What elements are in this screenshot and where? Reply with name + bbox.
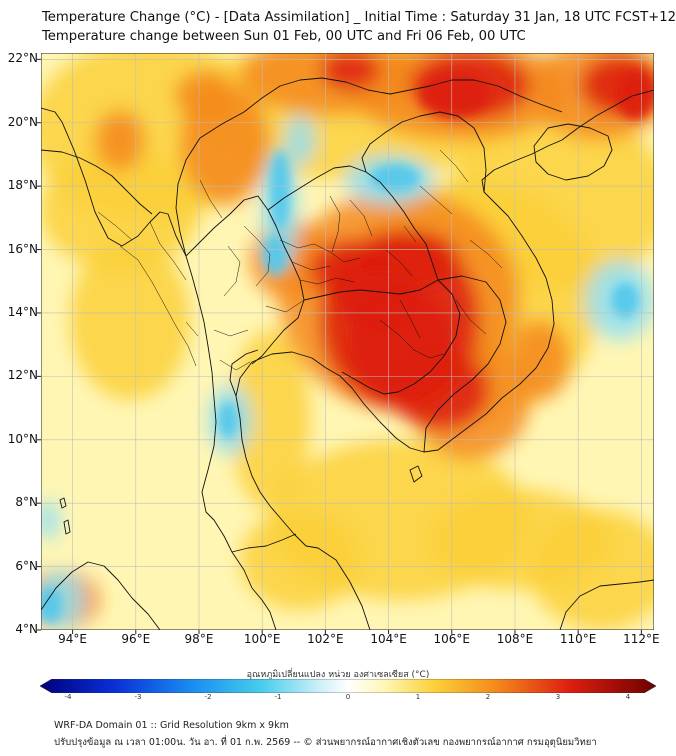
latitude-label: 18°N: [7, 178, 38, 193]
cambodia-vietnam-border: [423, 275, 507, 453]
longitude-label: 110°E: [559, 632, 597, 646]
latitude-label: 4°N: [15, 622, 38, 636]
coastline-mainland: [41, 107, 277, 630]
phu-quoc-island: [409, 465, 423, 483]
longitude-label: 96°E: [121, 632, 151, 646]
latitude-label: 22°N: [7, 51, 38, 66]
latitude-label: 8°N: [15, 495, 38, 510]
field-core: [611, 282, 639, 318]
field-patch: [41, 500, 60, 540]
longitude-label: 102°E: [307, 632, 344, 646]
colorbar: [40, 679, 656, 693]
colorbar-tick: -2: [204, 693, 212, 701]
field-core: [218, 402, 238, 438]
longitude-label: 94°E: [58, 632, 88, 646]
latitude-label: 20°N: [7, 114, 38, 129]
field-patch: [510, 320, 570, 400]
colorbar-tick: 1: [415, 693, 421, 701]
field-patch: [285, 115, 315, 165]
latitude-label: 10°N: [7, 431, 38, 446]
andaman-island: [59, 497, 67, 509]
coastline-vietnam-north: [561, 89, 654, 141]
field-patch: [430, 490, 610, 590]
laos-vietnam-border: [361, 111, 487, 193]
sumatra-tip: [41, 561, 161, 630]
field-core: [263, 235, 287, 275]
colorbar-tick: -1: [274, 693, 282, 701]
map-title: Temperature Change (°C) - [Data Assimila…: [42, 10, 676, 25]
field-core: [340, 270, 420, 330]
colorbar-tick: -4: [64, 693, 72, 701]
axis-ticks: [37, 58, 642, 634]
colorbar-tick: 0: [345, 693, 351, 701]
longitude-label: 106°E: [433, 632, 471, 646]
andaman-island-2: [63, 519, 71, 535]
latitude-label: 14°N: [7, 304, 38, 319]
field-core: [41, 587, 62, 623]
graticule: [41, 53, 654, 630]
field-patch: [320, 53, 380, 90]
latitude-label: 6°N: [15, 558, 38, 573]
colorbar-tick: -3: [134, 693, 142, 701]
china-border: [175, 77, 563, 257]
thailand-laos-border: [267, 165, 439, 281]
latitude-label: 16°N: [7, 241, 38, 256]
field-patch: [240, 510, 360, 610]
hainan-island: [533, 123, 613, 181]
coastline-gulf-north: [229, 349, 259, 397]
latitude-label: 12°N: [7, 368, 38, 383]
province-lines-cambodia-vietnam: [379, 149, 503, 359]
field-patch: [230, 330, 310, 510]
longitude-label: 104°E: [370, 632, 407, 646]
malaysia-thailand-border: [231, 533, 297, 553]
thailand-cambodia-border: [303, 279, 461, 395]
field-patch: [95, 110, 145, 170]
footer-credit: ปรับปรุงข้อมูล ณ เวลา 01:00น. วัน อา. ที…: [54, 737, 597, 748]
colorbar-title: อุณหภูมิเปลี่ยนแปลง หน่วย องศาเซลเซียส (…: [246, 670, 430, 680]
field-core: [370, 164, 420, 192]
myanmar-thailand-border: [185, 195, 305, 365]
map-subtitle: Temperature change between Sun 01 Feb, 0…: [42, 29, 526, 44]
colorbar-tick: 4: [625, 693, 631, 701]
field-core: [270, 150, 290, 230]
colorbar-tick: 3: [555, 693, 561, 701]
country-borders: [41, 77, 654, 630]
footer-model-info: WRF-DA Domain 01 :: Grid Resolution 9km …: [54, 720, 289, 731]
borneo-tip: [559, 579, 654, 630]
field-patch: [175, 70, 235, 120]
temperature-change-map: [37, 53, 654, 634]
longitude-label: 98°E: [184, 632, 214, 646]
longitude-label: 100°E: [243, 632, 281, 646]
field-patch: [70, 240, 190, 400]
longitude-label: 108°E: [496, 632, 534, 646]
coastline-peninsula-east: [235, 139, 563, 630]
province-lines-myanmar: [97, 179, 223, 367]
province-lines-thailand: [213, 195, 417, 371]
temperature-field: [41, 53, 654, 630]
colorbar-tick: 2: [485, 693, 491, 701]
colorbar-gradient: [40, 679, 656, 693]
myanmar-india-border: [41, 149, 153, 215]
longitude-label: 112°E: [623, 632, 660, 646]
field-patch: [41, 150, 200, 270]
